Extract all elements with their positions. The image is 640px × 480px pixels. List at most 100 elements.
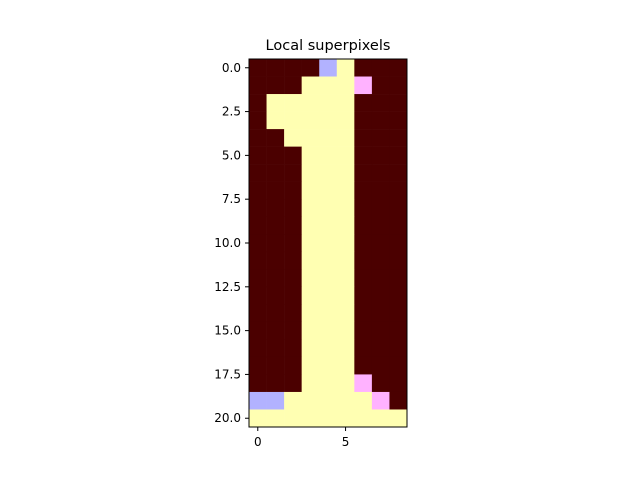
- heatmap-cell: [389, 304, 408, 323]
- y-tick-label: 7.5: [222, 192, 241, 206]
- heatmap-cell: [301, 374, 320, 393]
- heatmap-cell: [284, 286, 302, 305]
- heatmap-cell: [354, 356, 373, 375]
- heatmap-cell: [266, 76, 285, 95]
- y-tick-label: 5.0: [222, 148, 241, 162]
- plot-area: [249, 59, 408, 428]
- heatmap-cell: [354, 269, 373, 288]
- heatmap-cell: [301, 216, 320, 235]
- heatmap-cell: [249, 286, 267, 305]
- y-tick-label: 15.0: [214, 324, 241, 338]
- heatmap-cell: [284, 374, 302, 393]
- heatmap-cell: [371, 216, 390, 235]
- heatmap-cell: [389, 251, 408, 270]
- heatmap-cell: [301, 76, 320, 95]
- heatmap-cell: [266, 356, 285, 375]
- heatmap-cell: [249, 181, 267, 200]
- heatmap-cell: [354, 304, 373, 323]
- heatmap-cell: [249, 391, 267, 410]
- heatmap-cell: [266, 216, 285, 235]
- heatmap-cell: [284, 94, 302, 112]
- heatmap-cell: [284, 269, 302, 288]
- heatmap-cell: [301, 321, 320, 340]
- heatmap-cell: [266, 199, 285, 218]
- heatmap-cell: [266, 374, 285, 393]
- heatmap-cell: [336, 94, 355, 112]
- heatmap-cell: [301, 339, 320, 358]
- heatmap-cell: [336, 59, 355, 77]
- heatmap-cell: [319, 199, 338, 218]
- heatmap-cell: [266, 409, 285, 428]
- heatmap-cell: [389, 234, 408, 253]
- heatmap-cell: [354, 339, 373, 358]
- heatmap-cell: [389, 59, 408, 77]
- heatmap-cell: [371, 339, 390, 358]
- heatmap-cell: [354, 374, 373, 393]
- heatmap-cell: [249, 356, 267, 375]
- heatmap-cell: [336, 111, 355, 130]
- heatmap-cell: [389, 129, 408, 147]
- y-tick-label: 2.5: [222, 105, 241, 119]
- heatmap-cell: [371, 76, 390, 95]
- heatmap-cell: [336, 409, 355, 428]
- heatmap-cell: [371, 234, 390, 253]
- heatmap-cell: [319, 76, 338, 95]
- heatmap-cell: [389, 269, 408, 288]
- heatmap-cell: [284, 339, 302, 358]
- heatmap-cell: [249, 234, 267, 253]
- heatmap-cell: [284, 356, 302, 375]
- heatmap-cell: [336, 304, 355, 323]
- heatmap-cell: [284, 59, 302, 77]
- x-tick-label: 0: [254, 435, 262, 449]
- heatmap-cell: [336, 391, 355, 410]
- heatmap-cell: [249, 251, 267, 270]
- heatmap-cell: [389, 409, 408, 428]
- heatmap-cell: [249, 321, 267, 340]
- heatmap-cell: [249, 269, 267, 288]
- heatmap-cell: [284, 321, 302, 340]
- heatmap-cell: [354, 94, 373, 112]
- heatmap-cell: [319, 181, 338, 200]
- heatmap-cell: [319, 234, 338, 253]
- heatmap-cell: [371, 321, 390, 340]
- heatmap-cell: [389, 321, 408, 340]
- heatmap-cell: [249, 129, 267, 147]
- heatmap-cell: [354, 164, 373, 182]
- heatmap-cell: [301, 304, 320, 323]
- heatmap-cell: [284, 391, 302, 410]
- heatmap-cell: [354, 216, 373, 235]
- heatmap-cell: [336, 164, 355, 182]
- heatmap-cell: [301, 356, 320, 375]
- heatmap-cell: [319, 164, 338, 182]
- heatmap-cell: [284, 181, 302, 200]
- heatmap-cell: [266, 111, 285, 130]
- heatmap-cell: [284, 146, 302, 165]
- heatmap-cell: [336, 269, 355, 288]
- heatmap-cell: [249, 216, 267, 235]
- heatmap-cell: [371, 391, 390, 410]
- heatmap-cell: [319, 216, 338, 235]
- heatmap-cell: [336, 356, 355, 375]
- heatmap-cell: [354, 286, 373, 305]
- heatmap-cell: [301, 181, 320, 200]
- heatmap-cell: [336, 129, 355, 147]
- heatmap-cell: [319, 59, 338, 77]
- x-tick-label: 5: [342, 435, 350, 449]
- heatmap-cell: [354, 409, 373, 428]
- heatmap-cell: [319, 286, 338, 305]
- heatmap-cell: [371, 199, 390, 218]
- heatmap-cell: [249, 59, 267, 77]
- heatmap-cell: [319, 129, 338, 147]
- heatmap-cell: [389, 339, 408, 358]
- heatmap-cell: [319, 146, 338, 165]
- heatmap-cell: [284, 304, 302, 323]
- heatmap-cell: [371, 129, 390, 147]
- heatmap-cell: [301, 251, 320, 270]
- heatmap-cell: [371, 286, 390, 305]
- heatmap-cell: [354, 391, 373, 410]
- heatmap-cell: [266, 164, 285, 182]
- heatmap-cell: [371, 356, 390, 375]
- heatmap-cell: [354, 234, 373, 253]
- heatmap-cell: [319, 409, 338, 428]
